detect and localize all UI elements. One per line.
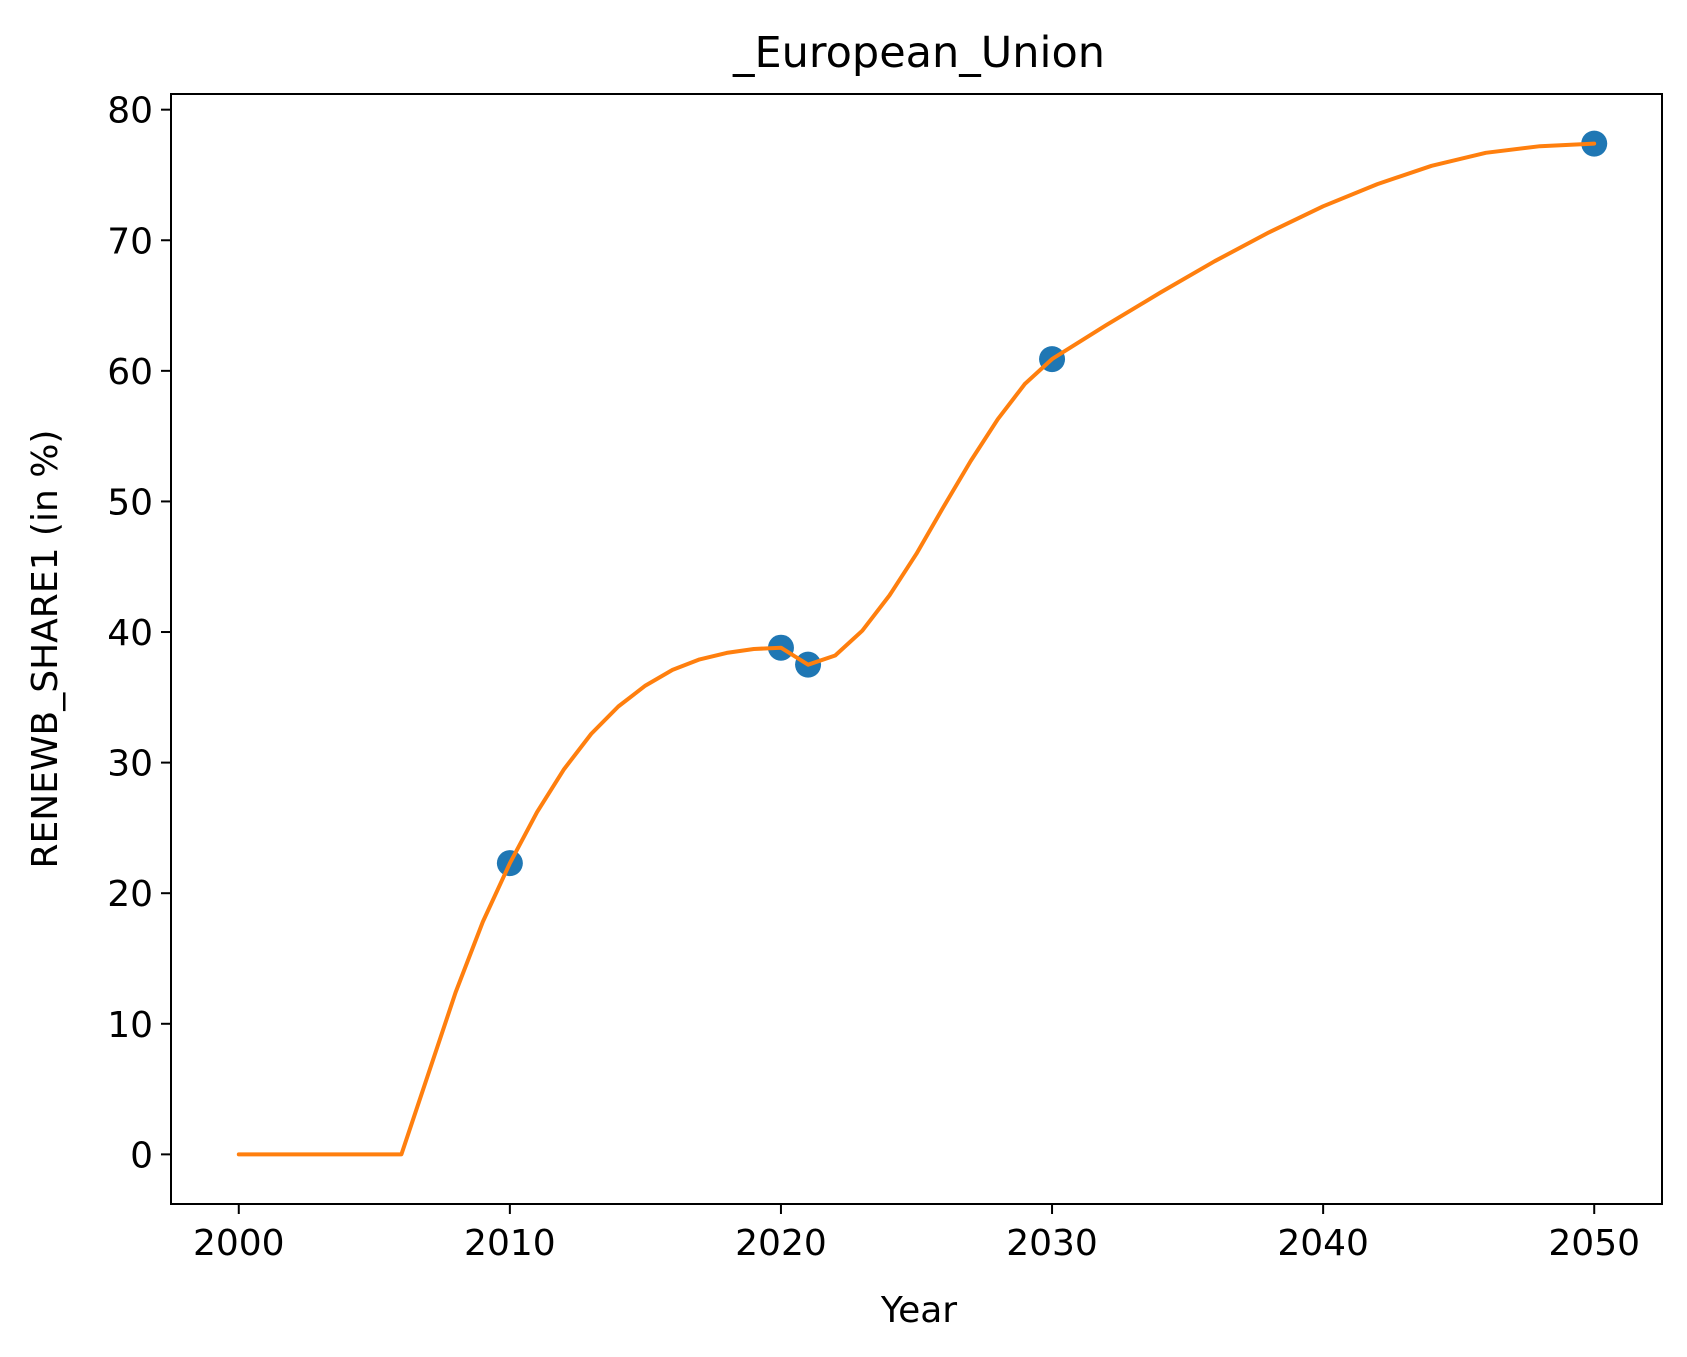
y-tick-label: 40 xyxy=(107,613,153,654)
y-tick-label: 50 xyxy=(107,482,153,523)
y-tick-label: 20 xyxy=(107,874,153,915)
y-tick-label: 0 xyxy=(130,1135,153,1176)
y-axis: 0 10 20 30 40 50 60 70 80 xyxy=(107,91,171,1176)
y-tick-label: 60 xyxy=(107,352,153,393)
x-tick-label: 2010 xyxy=(464,1223,556,1264)
x-tick-label: 2000 xyxy=(193,1223,285,1264)
x-tick-label: 2030 xyxy=(1006,1223,1098,1264)
y-tick-label: 30 xyxy=(107,744,153,785)
chart-title: _European_Union xyxy=(732,28,1105,78)
y-tick-label: 80 xyxy=(107,91,153,132)
plot-area xyxy=(236,130,1608,1157)
x-axis: 2000 2010 2020 2030 2040 2050 xyxy=(193,1204,1640,1264)
y-tick-label: 10 xyxy=(107,1005,153,1046)
x-tick-label: 2050 xyxy=(1548,1223,1640,1264)
x-tick-label: 2020 xyxy=(735,1223,827,1264)
x-axis-label: Year xyxy=(880,1290,957,1331)
y-axis-label: RENEWB_SHARE1 (in %) xyxy=(25,430,66,869)
x-tick-label: 2040 xyxy=(1277,1223,1369,1264)
y-tick-label: 70 xyxy=(107,221,153,262)
axes-frame xyxy=(170,93,1663,1205)
series-line xyxy=(236,141,1597,1157)
